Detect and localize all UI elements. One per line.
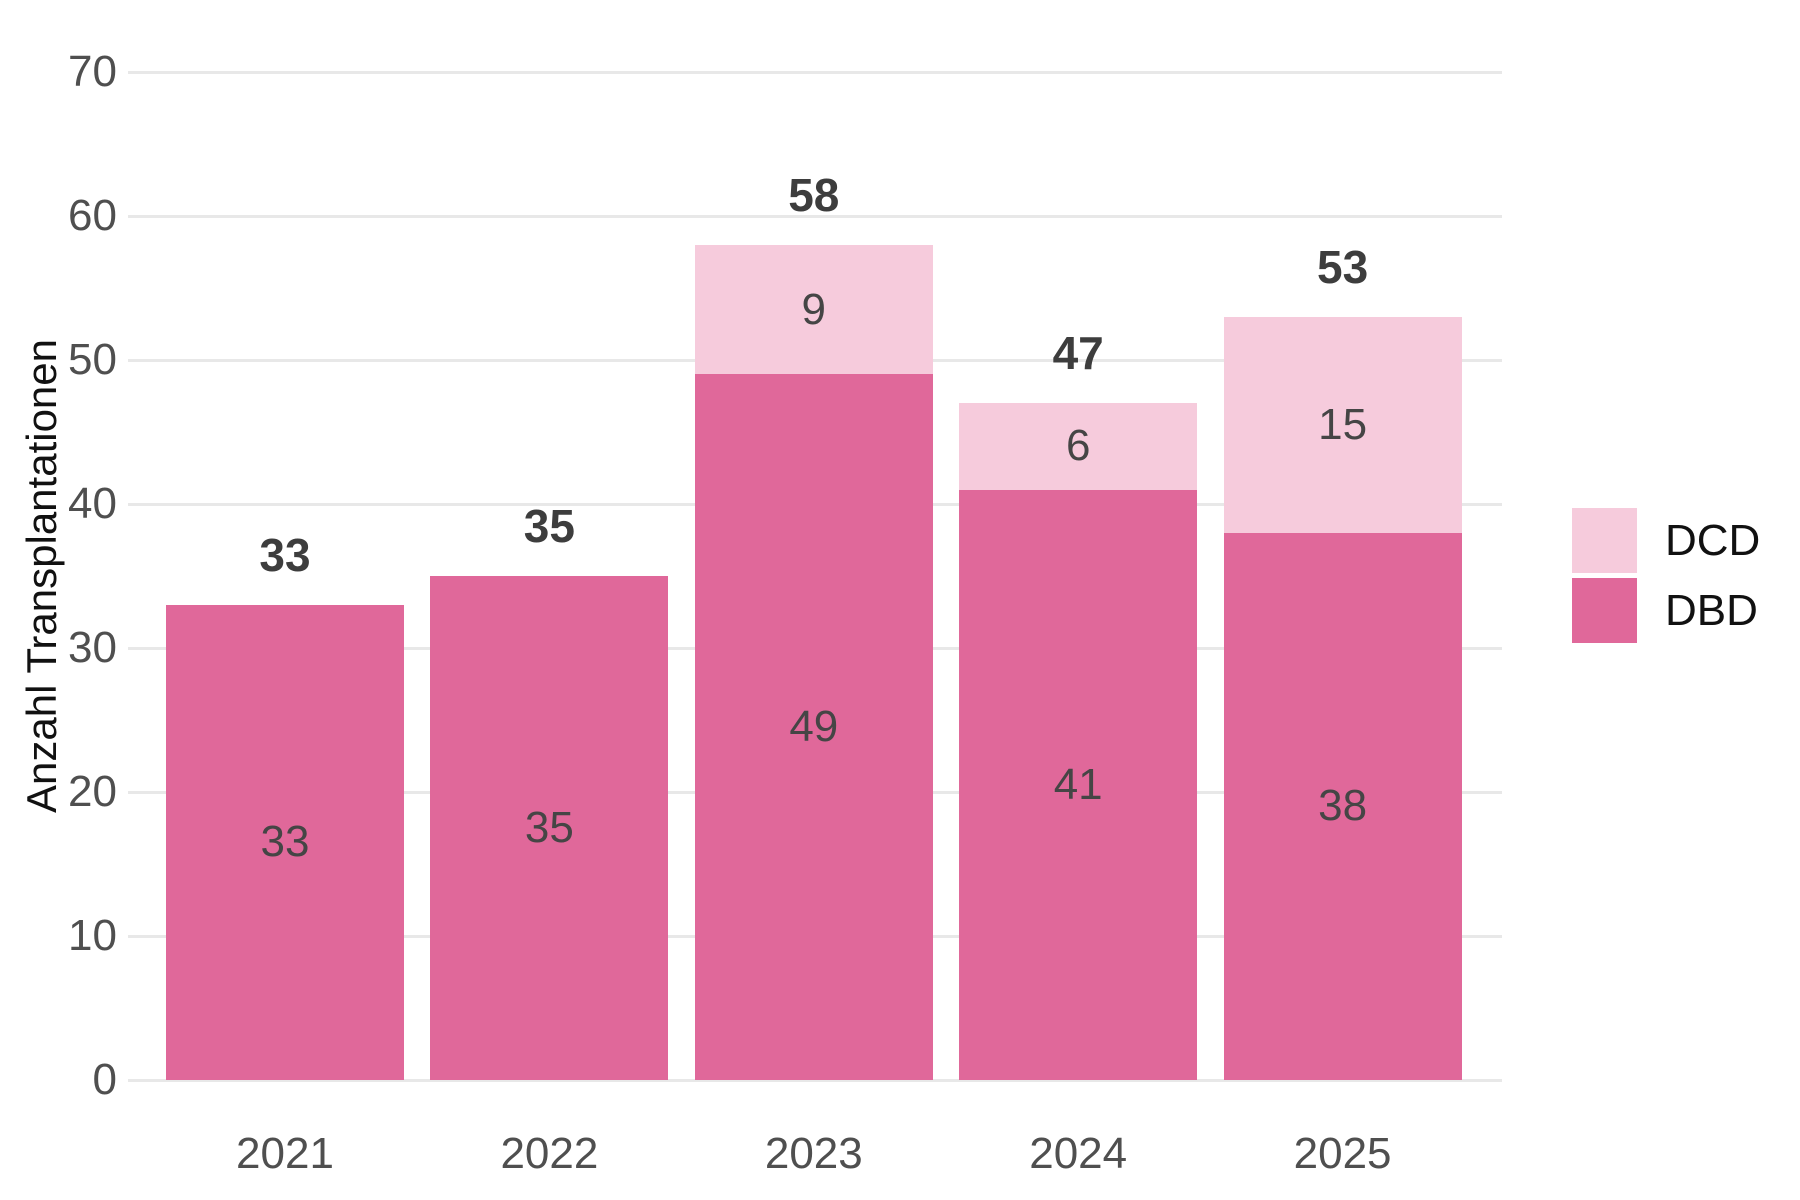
legend-swatch-dbd-icon: [1572, 578, 1637, 643]
y-tick-label-50: 50: [68, 335, 117, 384]
gridline-70: [128, 70, 1502, 74]
legend-item-dbd: DBD: [1572, 578, 1760, 643]
bar-2025-segment-dcd: 15: [1223, 316, 1462, 533]
x-tick-label-2025: 2025: [1293, 1129, 1392, 1178]
bar-2025-total: 53: [1317, 240, 1369, 293]
bar-2023-segment-dbd: 49: [694, 374, 933, 1080]
x-tick-label-2021: 2021: [236, 1129, 334, 1178]
bar-2021-dbd-value: 33: [260, 817, 310, 867]
y-tick-label-10: 10: [68, 911, 117, 960]
bar-2025-dbd-value: 38: [1318, 781, 1368, 831]
y-tick-label-20: 20: [68, 767, 117, 816]
gridline-60: [128, 214, 1502, 218]
y-tick-label-0: 0: [92, 1055, 117, 1104]
bar-2023-total: 58: [788, 168, 840, 221]
bar-2022-dbd-value: 35: [524, 803, 574, 852]
bar-2023-dcd-value: 9: [801, 284, 827, 334]
y-tick-label-60: 60: [68, 191, 117, 240]
bar-2024-segment-dcd: 6: [959, 403, 1198, 490]
plot-area: 33 33 35 35 49 9 58 41 6 47 38 15 53: [128, 70, 1502, 1082]
bar-2021-total: 33: [259, 528, 311, 581]
legend: DCD DBD: [1572, 508, 1760, 648]
y-tick-label-70: 70: [68, 47, 117, 96]
bar-2024-total: 47: [1052, 327, 1104, 380]
bar-2022-total: 35: [523, 500, 575, 552]
y-axis-title: Anzahl Transplantationen: [18, 339, 65, 813]
x-tick-label-2024: 2024: [1029, 1129, 1128, 1178]
bar-2023-dbd-value: 49: [789, 702, 839, 752]
legend-item-dcd: DCD: [1572, 508, 1760, 573]
x-tick-label-2022: 2022: [500, 1129, 599, 1178]
bar-2022-segment-dbd: 35: [430, 576, 669, 1080]
bar-2025-dcd-value: 15: [1318, 399, 1368, 449]
bar-2023-segment-dcd: 9: [694, 244, 933, 375]
legend-label-dbd: DBD: [1665, 586, 1758, 635]
y-tick-label-30: 30: [68, 623, 117, 672]
bar-2021-segment-dbd: 33: [166, 604, 404, 1080]
bar-2024-dcd-value: 6: [1065, 421, 1091, 471]
bar-2024-segment-dbd: 41: [959, 489, 1198, 1080]
bar-2024-dbd-value: 41: [1053, 759, 1103, 809]
x-tick-label-2023: 2023: [764, 1129, 863, 1178]
legend-label-dcd: DCD: [1665, 516, 1761, 565]
y-tick-label-40: 40: [68, 479, 117, 528]
bar-2025-segment-dbd: 38: [1223, 532, 1462, 1080]
legend-swatch-dcd-icon: [1572, 508, 1637, 573]
gridline-0: [128, 1078, 1502, 1082]
